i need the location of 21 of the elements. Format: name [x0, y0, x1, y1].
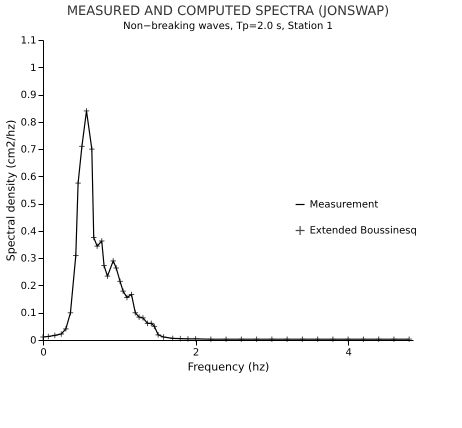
y-tick-label: 0 [30, 336, 36, 346]
y-tick-label: 0.1 [20, 308, 36, 320]
y-tick-label: 0.9 [20, 90, 36, 102]
y-tick-label: 0.7 [20, 144, 36, 156]
y-tick-label: 0.8 [20, 117, 36, 128]
legend-label: Measurement [310, 200, 378, 210]
x-tick-label: 0 [40, 348, 47, 358]
y-tick-label: 0.5 [20, 199, 36, 210]
chart-subtitle: Non−breaking waves, Tp=2.0 s, Station 1 [123, 21, 333, 32]
y-tick-label: 0.6 [20, 172, 36, 183]
chart-title: MEASURED AND COMPUTED SPECTRA (JONSWAP) [66, 4, 390, 19]
y-tick-label: 0.2 [20, 280, 36, 292]
y-tick-label: 0.3 [20, 254, 36, 265]
y-tick-label: 1.1 [20, 36, 36, 46]
x-tick-label: 2 [192, 348, 200, 358]
y-axis-title: Spectral density (cm2/hz) [4, 120, 18, 262]
y-tick-label: 0.4 [20, 226, 36, 238]
legend-label: Extended Boussinesq [310, 226, 417, 236]
x-axis-title: Frequency (hz) [188, 360, 270, 374]
y-tick-label: 1 [30, 62, 36, 74]
x-tick-label: 4 [345, 348, 352, 358]
